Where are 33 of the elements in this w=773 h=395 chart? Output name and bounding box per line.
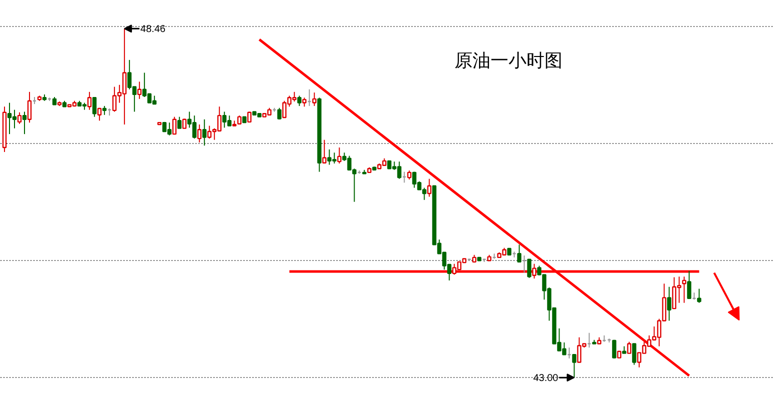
candlestick [247,111,252,123]
candlestick [297,95,302,106]
candlestick [682,276,686,304]
annotation: 48.46 [140,24,166,36]
annotation: 43.00 [533,373,559,384]
candlestick [697,288,702,304]
candlestick [312,92,316,106]
candlestick [322,139,326,164]
candlestick [337,147,342,164]
candlestick [172,116,177,135]
candlestick [92,97,97,118]
candlestick [87,91,92,110]
candlestick [572,354,576,378]
candlestick [27,91,32,124]
candlestick [532,263,536,280]
candlestick [517,244,522,263]
candlestick [202,118,207,146]
candlestick [687,270,692,299]
candlestick [137,81,142,100]
candlestick [177,116,182,129]
candlestick [277,107,282,120]
candlestick [17,112,22,124]
candlestick [97,107,102,122]
candlestick [627,341,632,354]
candlestick [612,339,616,359]
candlestick [182,118,187,129]
candlestick [632,343,636,366]
candlestick [667,286,672,322]
candlestick [427,178,432,198]
text: 原油一小时图 [454,50,562,72]
candlestick [197,124,202,143]
candlestick [527,258,532,278]
candlestick [22,111,27,135]
